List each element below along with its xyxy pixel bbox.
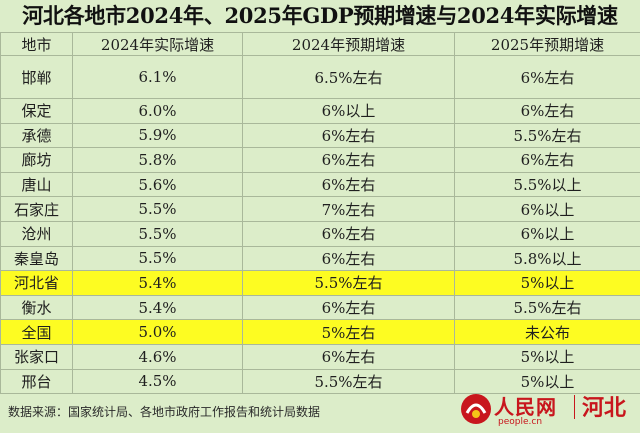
- table-row: 沧州 5.5% 6%左右 6%以上: [0, 220, 640, 247]
- cell-target-2024: 5.5%左右: [242, 270, 455, 296]
- cell-target-2024: 5.5%左右: [242, 368, 455, 395]
- header-target-2024: 2024年预期增速: [242, 32, 455, 56]
- cell-target-2024: 6%以上: [242, 98, 455, 124]
- cell-city: 廊坊: [0, 147, 73, 173]
- header-target-2025: 2025年预期增速: [454, 32, 640, 56]
- people-cn-logo: 人民网 河北 people.cn: [458, 389, 638, 431]
- cell-target-2025: 6%左右: [454, 55, 640, 99]
- cell-target-2025: 6%左右: [454, 98, 640, 124]
- cell-actual-2024: 5.4%: [72, 294, 243, 321]
- table-row: 唐山 5.6% 6%左右 5.5%以上: [0, 171, 640, 198]
- logo-brand: 人民网: [494, 395, 557, 419]
- cell-target-2025: 5%以上: [454, 343, 640, 370]
- cell-city: 衡水: [0, 294, 73, 321]
- cell-target-2024: 7%左右: [242, 196, 455, 222]
- cell-city: 邯郸: [0, 55, 73, 99]
- header-city: 地市: [0, 32, 73, 56]
- cell-target-2025: 5%以上: [454, 270, 640, 296]
- cell-actual-2024: 5.8%: [72, 147, 243, 173]
- page-title: 河北各地市2024年、2025年GDP预期增速与2024年实际增速: [22, 3, 618, 28]
- cell-target-2024: 6%左右: [242, 122, 455, 149]
- cell-actual-2024: 6.0%: [72, 98, 243, 124]
- cell-target-2024: 6%左右: [242, 171, 455, 198]
- people-cn-logo-icon: [461, 394, 491, 424]
- cell-actual-2024: 6.1%: [72, 55, 243, 99]
- table-row: 河北省 5.4% 5.5%左右 5%以上: [0, 270, 640, 296]
- cell-actual-2024: 5.5%: [72, 220, 243, 247]
- cell-actual-2024: 5.5%: [72, 245, 243, 272]
- cell-target-2024: 6%左右: [242, 220, 455, 247]
- cell-actual-2024: 5.4%: [72, 270, 243, 296]
- table-row: 廊坊 5.8% 6%左右 6%左右: [0, 147, 640, 173]
- table-row: 邢台 4.5% 5.5%左右 5%以上: [0, 368, 640, 395]
- logo-url: people.cn: [498, 417, 543, 427]
- cell-actual-2024: 4.5%: [72, 368, 243, 395]
- table-row: 邯郸 6.1% 6.5%左右 6%左右: [0, 55, 640, 99]
- logo-divider: [574, 395, 575, 419]
- table-row: 石家庄 5.5% 7%左右 6%以上: [0, 196, 640, 222]
- table-row: 承德 5.9% 6%左右 5.5%左右: [0, 122, 640, 149]
- cell-target-2024: 6%左右: [242, 294, 455, 321]
- cell-city: 唐山: [0, 171, 73, 198]
- cell-target-2025: 6%以上: [454, 220, 640, 247]
- cell-actual-2024: 5.6%: [72, 171, 243, 198]
- table-row: 秦皇岛 5.5% 6%左右 5.8%以上: [0, 245, 640, 272]
- cell-city: 邢台: [0, 368, 73, 395]
- cell-target-2025: 5.5%左右: [454, 294, 640, 321]
- cell-city: 石家庄: [0, 196, 73, 222]
- cell-target-2024: 6%左右: [242, 343, 455, 370]
- cell-city: 河北省: [0, 270, 73, 296]
- cell-city: 张家口: [0, 343, 73, 370]
- cell-city: 承德: [0, 122, 73, 149]
- cell-actual-2024: 4.6%: [72, 343, 243, 370]
- data-source-note: 数据来源：国家统计局、各地市政府工作报告和统计局数据: [8, 405, 321, 419]
- cell-city: 保定: [0, 98, 73, 124]
- table-header-row: 地市 2024年实际增速 2024年预期增速 2025年预期增速: [0, 32, 640, 56]
- cell-target-2025: 5%以上: [454, 368, 640, 395]
- cell-target-2025: 5.5%左右: [454, 122, 640, 149]
- table-row: 全国 5.0% 5%左右 未公布: [0, 319, 640, 345]
- table-row: 保定 6.0% 6%以上 6%左右: [0, 98, 640, 124]
- cell-actual-2024: 5.9%: [72, 122, 243, 149]
- cell-target-2025: 5.5%以上: [454, 171, 640, 198]
- cell-target-2024: 6.5%左右: [242, 55, 455, 99]
- cell-actual-2024: 5.5%: [72, 196, 243, 222]
- logo-region: 河北: [582, 396, 627, 421]
- table-row: 张家口 4.6% 6%左右 5%以上: [0, 343, 640, 370]
- cell-target-2025: 5.8%以上: [454, 245, 640, 272]
- cell-target-2024: 6%左右: [242, 147, 455, 173]
- cell-target-2025: 未公布: [454, 319, 640, 345]
- cell-target-2024: 6%左右: [242, 245, 455, 272]
- header-actual-2024: 2024年实际增速: [72, 32, 243, 56]
- table-row: 衡水 5.4% 6%左右 5.5%左右: [0, 294, 640, 321]
- cell-target-2025: 6%左右: [454, 147, 640, 173]
- gdp-table: 地市 2024年实际增速 2024年预期增速 2025年预期增速 邯郸 6.1% 6…: [0, 32, 640, 395]
- cell-target-2025: 6%以上: [454, 196, 640, 222]
- cell-city: 沧州: [0, 220, 73, 247]
- cell-city: 秦皇岛: [0, 245, 73, 272]
- cell-actual-2024: 5.0%: [72, 319, 243, 345]
- cell-target-2024: 5%左右: [242, 319, 455, 345]
- cell-city: 全国: [0, 319, 73, 345]
